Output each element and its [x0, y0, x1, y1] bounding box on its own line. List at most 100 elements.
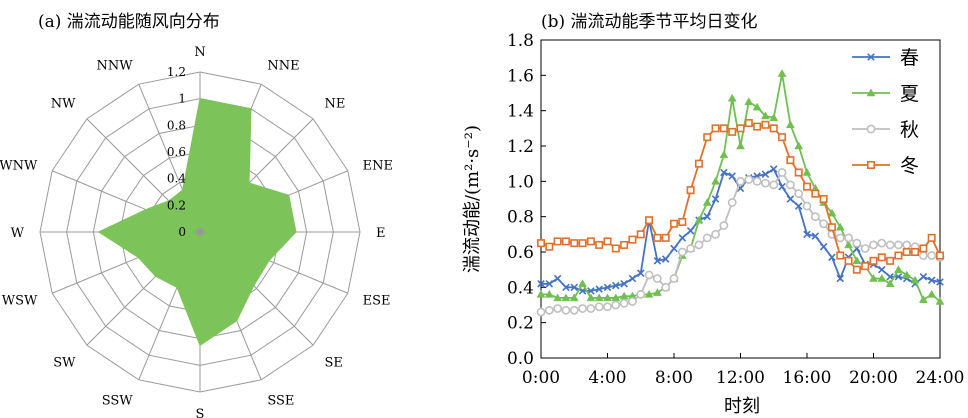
- data-point: [711, 195, 720, 203]
- data-point: [936, 278, 944, 286]
- radar-center-dot: [196, 228, 204, 236]
- data-point: [894, 240, 903, 250]
- data-point: [877, 238, 887, 248]
- data-point: [586, 237, 595, 246]
- legend-label: 夏: [900, 83, 919, 105]
- data-point: [819, 242, 828, 251]
- data-point: [827, 223, 836, 232]
- data-point: [628, 235, 637, 244]
- data-point: [927, 251, 937, 260]
- data-point: [778, 133, 787, 142]
- radar-direction-label: NNW: [97, 58, 134, 73]
- data-point: [669, 274, 679, 283]
- data-point: [686, 227, 695, 235]
- data-point: [811, 189, 820, 198]
- data-point: [636, 269, 645, 277]
- data-point: [569, 305, 579, 315]
- y-tick-label: 0.0: [507, 349, 534, 369]
- legend-marker: [866, 88, 876, 97]
- series-line: [541, 167, 941, 292]
- legend-label: 秋: [900, 119, 919, 141]
- data-point: [802, 201, 812, 211]
- y-tick-label: 0.6: [507, 243, 534, 263]
- data-point: [861, 262, 870, 271]
- x-axis-label: 时刻: [724, 396, 760, 417]
- data-point: [561, 305, 571, 315]
- data-point: [536, 289, 546, 298]
- x-tick-label: 12:00: [716, 368, 765, 388]
- data-point: [702, 233, 712, 243]
- data-point: [919, 272, 928, 281]
- data-point: [811, 232, 820, 240]
- y-tick-label: 1.4: [507, 102, 534, 122]
- data-point: [918, 295, 928, 303]
- data-point: [677, 247, 687, 257]
- data-point: [761, 111, 770, 120]
- data-point: [611, 300, 621, 310]
- data-point: [544, 305, 554, 315]
- data-point: [918, 251, 928, 260]
- radar-tick-label: 0.6: [167, 145, 186, 159]
- y-tick-label: 1.0: [507, 172, 534, 192]
- data-point: [869, 273, 878, 282]
- data-point: [536, 307, 546, 317]
- data-point: [553, 237, 562, 246]
- x-tick-label: 8:00: [655, 368, 693, 388]
- data-point: [786, 156, 795, 165]
- y-tick-label: 1.6: [507, 66, 534, 86]
- data-point: [761, 178, 770, 188]
- data-point: [902, 248, 911, 257]
- data-point: [661, 233, 670, 242]
- data-point: [910, 275, 920, 284]
- data-point: [653, 233, 662, 242]
- data-point: [570, 239, 579, 248]
- data-point: [562, 283, 570, 292]
- radar-tick-label: 0.4: [167, 172, 186, 186]
- data-point: [553, 304, 563, 313]
- y-tick-label: 0.2: [507, 314, 534, 334]
- radar-direction-label: SSW: [102, 394, 134, 409]
- data-point: [545, 280, 554, 288]
- data-point: [769, 124, 778, 133]
- data-point: [578, 239, 587, 248]
- legend-marker: [867, 53, 875, 61]
- radar-direction-label: SW: [53, 355, 76, 370]
- data-point: [752, 176, 762, 186]
- data-point: [810, 212, 820, 222]
- data-point: [628, 297, 637, 306]
- data-point: [603, 302, 612, 312]
- data-point: [561, 237, 570, 246]
- data-point: [802, 182, 811, 191]
- line-title: (b) 湍流动能季节平均日变化: [541, 12, 758, 32]
- data-point: [652, 288, 662, 296]
- data-point: [661, 282, 671, 292]
- data-point: [860, 244, 870, 253]
- radar-direction-label: E: [376, 226, 386, 241]
- data-point: [844, 256, 853, 265]
- data-point: [544, 289, 554, 298]
- data-point: [569, 293, 579, 302]
- radar-tick-label: 0.2: [167, 198, 186, 212]
- data-point: [719, 124, 728, 133]
- data-point: [611, 244, 620, 253]
- data-point: [612, 281, 620, 290]
- data-point: [785, 120, 795, 129]
- data-point: [594, 302, 604, 312]
- data-point: [902, 240, 912, 250]
- y-axis-ticks: 0.0 0.2 0.4 0.6 0.8 1.0 1.2 1.4 1.6 1.8: [507, 31, 546, 369]
- data-point: [761, 170, 770, 179]
- data-point: [537, 280, 545, 288]
- radar-direction-label: SE: [324, 355, 342, 370]
- radar-direction-label: NW: [51, 97, 76, 112]
- data-point: [778, 182, 786, 191]
- data-point: [835, 222, 845, 231]
- data-point: [536, 239, 545, 248]
- data-point: [878, 265, 886, 274]
- y-tick-label: 0.4: [507, 278, 534, 298]
- data-point: [702, 198, 712, 206]
- data-point: [736, 141, 745, 150]
- data-point: [894, 265, 903, 273]
- data-point: [835, 233, 845, 243]
- data-point: [894, 251, 903, 260]
- data-point: [753, 122, 762, 131]
